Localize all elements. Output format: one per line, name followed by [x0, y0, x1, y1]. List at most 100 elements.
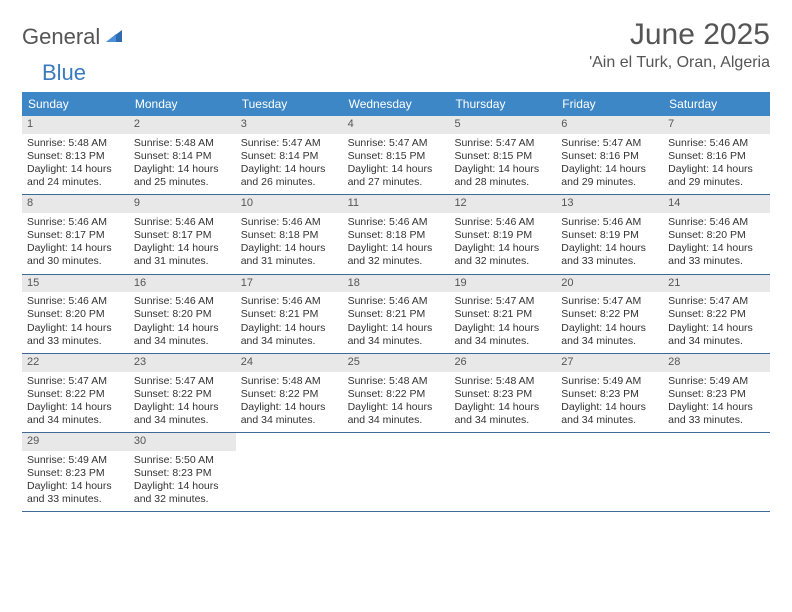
daylight2-text: and 33 minutes. [27, 335, 124, 348]
sunset-text: Sunset: 8:13 PM [27, 150, 124, 163]
day-cell: 3Sunrise: 5:47 AMSunset: 8:14 PMDaylight… [236, 116, 343, 194]
sunrise-text: Sunrise: 5:48 AM [134, 137, 231, 150]
calendar-page: General June 2025 'Ain el Turk, Oran, Al… [0, 0, 792, 530]
day-header-tuesday: Tuesday [236, 92, 343, 116]
daylight2-text: and 32 minutes. [348, 255, 445, 268]
sunrise-text: Sunrise: 5:48 AM [348, 375, 445, 388]
sunrise-text: Sunrise: 5:47 AM [561, 137, 658, 150]
sunset-text: Sunset: 8:22 PM [348, 388, 445, 401]
sunset-text: Sunset: 8:23 PM [454, 388, 551, 401]
day-cell [556, 433, 663, 511]
sunset-text: Sunset: 8:18 PM [348, 229, 445, 242]
sunset-text: Sunset: 8:23 PM [561, 388, 658, 401]
date-number: 25 [343, 354, 450, 372]
day-cell: 4Sunrise: 5:47 AMSunset: 8:15 PMDaylight… [343, 116, 450, 194]
date-number: 1 [22, 116, 129, 134]
daylight1-text: Daylight: 14 hours [241, 322, 338, 335]
daylight1-text: Daylight: 14 hours [348, 163, 445, 176]
daylight1-text: Daylight: 14 hours [134, 480, 231, 493]
daylight2-text: and 34 minutes. [134, 335, 231, 348]
daylight2-text: and 34 minutes. [561, 414, 658, 427]
sunrise-text: Sunrise: 5:48 AM [454, 375, 551, 388]
date-number: 5 [449, 116, 556, 134]
daylight2-text: and 34 minutes. [27, 414, 124, 427]
sunrise-text: Sunrise: 5:47 AM [454, 137, 551, 150]
date-number: 15 [22, 275, 129, 293]
daylight2-text: and 33 minutes. [668, 255, 765, 268]
date-number: 26 [449, 354, 556, 372]
date-number: 29 [22, 433, 129, 451]
day-header-row: Sunday Monday Tuesday Wednesday Thursday… [22, 92, 770, 116]
logo-text-blue: Blue [42, 60, 86, 86]
day-cell [343, 433, 450, 511]
sunrise-text: Sunrise: 5:46 AM [27, 216, 124, 229]
daylight1-text: Daylight: 14 hours [241, 163, 338, 176]
day-header-thursday: Thursday [449, 92, 556, 116]
daylight2-text: and 34 minutes. [561, 335, 658, 348]
daylight1-text: Daylight: 14 hours [27, 163, 124, 176]
sunrise-text: Sunrise: 5:47 AM [668, 295, 765, 308]
sunrise-text: Sunrise: 5:46 AM [134, 216, 231, 229]
day-cell: 18Sunrise: 5:46 AMSunset: 8:21 PMDayligh… [343, 275, 450, 353]
day-cell: 16Sunrise: 5:46 AMSunset: 8:20 PMDayligh… [129, 275, 236, 353]
weeks-container: 1Sunrise: 5:48 AMSunset: 8:13 PMDaylight… [22, 116, 770, 512]
daylight2-text: and 24 minutes. [27, 176, 124, 189]
day-cell: 2Sunrise: 5:48 AMSunset: 8:14 PMDaylight… [129, 116, 236, 194]
day-cell: 29Sunrise: 5:49 AMSunset: 8:23 PMDayligh… [22, 433, 129, 511]
day-header-saturday: Saturday [663, 92, 770, 116]
date-number: 13 [556, 195, 663, 213]
date-number: 24 [236, 354, 343, 372]
day-header-wednesday: Wednesday [343, 92, 450, 116]
day-cell: 1 Sunrise: 5:48 AMSunset: 8:13 PMDaylight… [22, 116, 129, 194]
day-cell: 23Sunrise: 5:47 AMSunset: 8:22 PMDayligh… [129, 354, 236, 432]
date-number: 30 [129, 433, 236, 451]
day-cell: 6Sunrise: 5:47 AMSunset: 8:16 PMDaylight… [556, 116, 663, 194]
day-cell: 21Sunrise: 5:47 AMSunset: 8:22 PMDayligh… [663, 275, 770, 353]
title-block: June 2025 'Ain el Turk, Oran, Algeria [589, 18, 770, 72]
date-number: 14 [663, 195, 770, 213]
sunrise-text: Sunrise: 5:49 AM [27, 454, 124, 467]
daylight2-text: and 33 minutes. [668, 414, 765, 427]
sunset-text: Sunset: 8:14 PM [241, 150, 338, 163]
day-cell: 28Sunrise: 5:49 AMSunset: 8:23 PMDayligh… [663, 354, 770, 432]
date-number: 8 [22, 195, 129, 213]
day-cell: 22Sunrise: 5:47 AMSunset: 8:22 PMDayligh… [22, 354, 129, 432]
daylight2-text: and 34 minutes. [134, 414, 231, 427]
daylight1-text: Daylight: 14 hours [668, 163, 765, 176]
day-cell: 9Sunrise: 5:46 AMSunset: 8:17 PMDaylight… [129, 195, 236, 273]
date-number: 7 [663, 116, 770, 134]
sunrise-text: Sunrise: 5:46 AM [561, 216, 658, 229]
daylight2-text: and 34 minutes. [348, 414, 445, 427]
date-number: 21 [663, 275, 770, 293]
daylight2-text: and 32 minutes. [454, 255, 551, 268]
daylight1-text: Daylight: 14 hours [561, 401, 658, 414]
sunrise-text: Sunrise: 5:48 AM [27, 137, 124, 150]
daylight1-text: Daylight: 14 hours [134, 242, 231, 255]
sunrise-text: Sunrise: 5:47 AM [27, 375, 124, 388]
day-cell: 14Sunrise: 5:46 AMSunset: 8:20 PMDayligh… [663, 195, 770, 273]
sunset-text: Sunset: 8:14 PM [134, 150, 231, 163]
sunrise-text: Sunrise: 5:46 AM [134, 295, 231, 308]
daylight2-text: and 27 minutes. [348, 176, 445, 189]
daylight2-text: and 34 minutes. [241, 335, 338, 348]
daylight1-text: Daylight: 14 hours [134, 163, 231, 176]
sunset-text: Sunset: 8:23 PM [27, 467, 124, 480]
daylight2-text: and 31 minutes. [241, 255, 338, 268]
daylight1-text: Daylight: 14 hours [454, 401, 551, 414]
day-cell: 8Sunrise: 5:46 AMSunset: 8:17 PMDaylight… [22, 195, 129, 273]
sunset-text: Sunset: 8:22 PM [134, 388, 231, 401]
sunrise-text: Sunrise: 5:49 AM [561, 375, 658, 388]
daylight1-text: Daylight: 14 hours [27, 322, 124, 335]
daylight1-text: Daylight: 14 hours [561, 242, 658, 255]
daylight1-text: Daylight: 14 hours [27, 242, 124, 255]
sunrise-text: Sunrise: 5:46 AM [454, 216, 551, 229]
week-row: 8Sunrise: 5:46 AMSunset: 8:17 PMDaylight… [22, 195, 770, 274]
sunset-text: Sunset: 8:22 PM [27, 388, 124, 401]
sunrise-text: Sunrise: 5:46 AM [241, 216, 338, 229]
daylight1-text: Daylight: 14 hours [454, 242, 551, 255]
sunset-text: Sunset: 8:20 PM [668, 229, 765, 242]
date-number: 20 [556, 275, 663, 293]
sunrise-text: Sunrise: 5:46 AM [241, 295, 338, 308]
date-number: 10 [236, 195, 343, 213]
daylight1-text: Daylight: 14 hours [134, 322, 231, 335]
